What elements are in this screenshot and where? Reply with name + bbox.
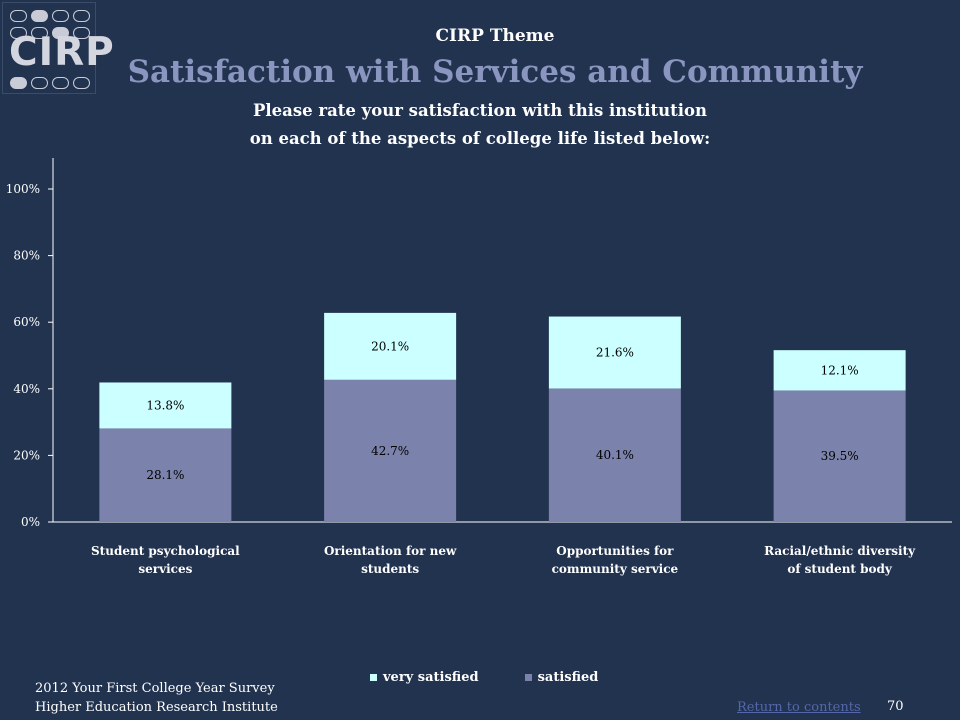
logo-pill-icon	[52, 77, 69, 89]
legend-label: satisfied	[537, 670, 599, 685]
stacked-bar-chart: 0% 20% 40% 60% 80% 100% 28.1% 13.8% Student psyc…	[6, 158, 952, 576]
bar-segment-satisfied	[99, 428, 232, 522]
logo-pill-icon	[10, 27, 27, 39]
logo-pill-icon	[73, 27, 90, 39]
logo-pill-icon	[10, 77, 27, 89]
y-tick-label: 20%	[13, 448, 40, 462]
theme-label: CIRP Theme	[435, 26, 555, 46]
y-tick-label: 0%	[21, 515, 40, 529]
logo-pill-icon	[52, 10, 69, 22]
y-tick-label: 80%	[13, 249, 40, 263]
x-category-label: Racial/ethnic diversity of student body	[764, 544, 916, 576]
footer-source: 2012 Your First College Year Survey High…	[35, 679, 278, 717]
bar-segment-very-satisfied	[773, 350, 906, 391]
footer-institute: Higher Education Research Institute	[35, 700, 278, 715]
legend-label: very satisfied	[383, 670, 479, 685]
chart-legend: very satisfied satisfied	[370, 670, 598, 685]
chart-subtitle: Please rate your satisfaction with this …	[0, 97, 960, 153]
y-tick-label: 40%	[13, 382, 40, 396]
x-category-label-line: Student psychological	[91, 544, 240, 558]
legend-item-very-satisfied: very satisfied	[370, 670, 479, 685]
logo-pill-icon	[73, 10, 90, 22]
data-label: 40.1%	[596, 448, 634, 462]
x-category-label: Orientation for new students	[324, 544, 457, 576]
logo-pill-icon	[73, 77, 90, 89]
x-category-label-line: Orientation for new	[324, 544, 457, 558]
logo-pill-icon	[31, 10, 48, 22]
x-category-label-line: community service	[552, 562, 679, 576]
logo-pill-icon	[52, 27, 69, 39]
legend-swatch	[524, 674, 532, 681]
data-label: 12.1%	[821, 363, 859, 377]
bar-segment-very-satisfied	[324, 312, 457, 380]
bar-segment-satisfied	[773, 390, 906, 522]
x-category-label: Student psychological services	[91, 544, 240, 576]
subtitle-line-2: on each of the aspects of college life l…	[249, 129, 711, 148]
legend-item-satisfied: satisfied	[524, 670, 599, 685]
logo-pill-icon	[10, 10, 27, 22]
legend-swatch	[370, 674, 377, 681]
data-label: 21.6%	[596, 346, 634, 360]
data-label: 20.1%	[371, 339, 409, 353]
y-tick-label: 100%	[6, 182, 40, 196]
data-label: 13.8%	[146, 398, 184, 412]
page-title: Satisfaction with Services and Community	[127, 54, 863, 90]
bar-segment-satisfied	[548, 388, 681, 522]
page-number: 70	[887, 699, 904, 714]
bar-segment-very-satisfied	[99, 382, 232, 429]
cirp-logo: CIRP	[2, 2, 114, 94]
data-label: 42.7%	[371, 444, 409, 458]
logo-text: CIRP	[9, 30, 115, 75]
x-category-label-line: Opportunities for	[556, 544, 674, 558]
return-to-contents-link[interactable]: Return to contents	[737, 700, 861, 715]
x-category-label-line: students	[361, 562, 419, 576]
data-label: 28.1%	[146, 468, 184, 482]
logo-pill-icon	[31, 27, 48, 39]
footer-survey-name: 2012 Your First College Year Survey	[35, 681, 275, 696]
x-category-label: Opportunities for community service	[552, 544, 679, 576]
x-category-label-line: services	[138, 562, 192, 576]
x-category-label-line: of student body	[787, 562, 893, 576]
data-label: 39.5%	[821, 449, 859, 463]
y-tick-label: 60%	[13, 315, 40, 329]
subtitle-line-1: Please rate your satisfaction with this …	[252, 101, 707, 120]
x-category-label-line: Racial/ethnic diversity	[764, 544, 916, 558]
bar-segment-satisfied	[324, 379, 457, 522]
bar-segment-very-satisfied	[548, 316, 681, 389]
logo-pill-icon	[31, 77, 48, 89]
